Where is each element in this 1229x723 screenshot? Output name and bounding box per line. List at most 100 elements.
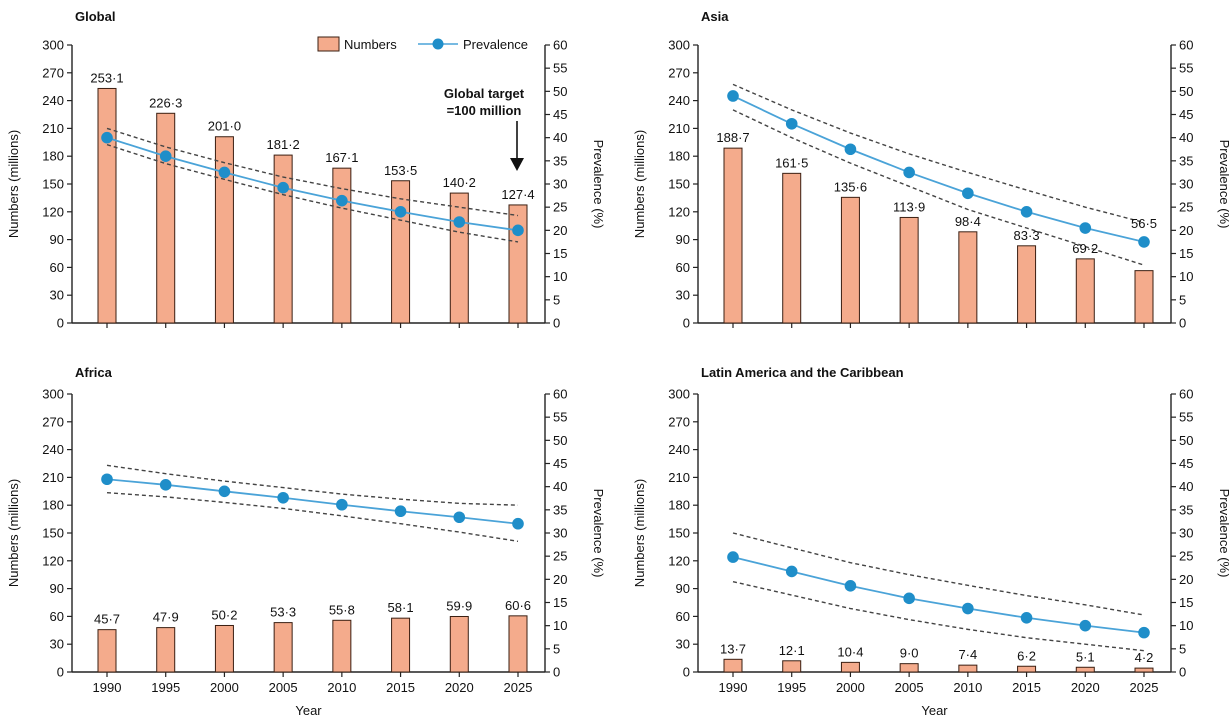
y2-tick-label: 55 (553, 410, 567, 425)
prevalence-point (512, 224, 524, 237)
y-tick-label: 210 (668, 470, 690, 485)
y2-tick-label: 50 (553, 433, 567, 448)
y-tick-label: 270 (668, 414, 690, 429)
bar-value-label: 226·3 (149, 95, 182, 110)
y2-tick-label: 30 (553, 177, 567, 192)
y2-tick-label: 45 (1179, 456, 1193, 471)
y2-tick-label: 40 (553, 479, 567, 494)
prevalence-point (962, 187, 974, 200)
y2-tick-label: 45 (1179, 107, 1193, 122)
legend-numbers-label: Numbers (344, 37, 397, 52)
y2-tick-label: 55 (1179, 61, 1193, 76)
y2-tick-label: 60 (1179, 387, 1193, 402)
bar (1134, 667, 1154, 673)
y-tick-label: 240 (42, 93, 64, 108)
bar (1134, 270, 1154, 324)
prevalence-point (1079, 222, 1092, 234)
bar-value-label: 253·1 (90, 70, 123, 85)
prevalence-point (903, 592, 915, 605)
y-tick-label: 0 (683, 665, 690, 680)
y2-axis-title: Prevalence (%) (591, 140, 606, 229)
bar-value-label: 47·9 (153, 610, 179, 625)
ci-lower-line (106, 491, 519, 543)
prevalence-point (903, 166, 915, 179)
y2-tick-label: 20 (553, 223, 567, 238)
bar (782, 660, 802, 673)
x-tick-label: 2015 (386, 680, 415, 695)
ci-lower-line (732, 580, 1145, 652)
bar-value-label: 53·3 (270, 605, 296, 620)
y2-tick-label: 30 (553, 526, 567, 541)
bar (723, 658, 743, 673)
y-axis-title: Numbers (millions) (6, 479, 21, 587)
x-tick-label: 2020 (445, 680, 474, 695)
y-tick-label: 300 (668, 38, 690, 53)
bar-value-label: 9·0 (900, 646, 919, 661)
bar (958, 664, 978, 673)
bar-value-label: 7·4 (958, 647, 977, 662)
y-tick-label: 30 (50, 288, 64, 303)
prevalence-line (106, 136, 519, 232)
y2-tick-label: 5 (1179, 292, 1186, 307)
x-tick-label: 1990 (719, 680, 748, 695)
x-tick-label: 2010 (327, 680, 356, 695)
bar-value-label: 50·2 (211, 607, 237, 622)
bar-value-label: 12·1 (779, 643, 805, 658)
legend: Numbers Prevalence (317, 36, 528, 52)
y-tick-label: 150 (668, 526, 690, 541)
y2-tick-label: 5 (553, 292, 560, 307)
y-tick-label: 210 (42, 121, 64, 136)
bar-value-label: 127·4 (501, 187, 534, 202)
x-tick-label: 2000 (836, 680, 865, 695)
y-tick-label: 120 (42, 553, 64, 568)
prevalence-point (218, 166, 231, 179)
bar (273, 154, 293, 324)
y-tick-label: 270 (42, 65, 64, 80)
bar (97, 87, 117, 324)
y-tick-label: 30 (676, 637, 690, 652)
y2-axis-title: Prevalence (%) (591, 489, 606, 578)
prevalence-point (962, 602, 974, 615)
bar (156, 627, 176, 673)
y-tick-label: 180 (42, 149, 64, 164)
x-tick-label: 2025 (1130, 680, 1159, 695)
annotation-arrow-head (510, 158, 524, 171)
y2-tick-label: 25 (1179, 549, 1193, 564)
y-tick-label: 120 (668, 204, 690, 219)
y2-axis-title: Prevalence (%) (1217, 489, 1229, 578)
bar-value-label: 4·2 (1135, 650, 1154, 665)
y2-tick-label: 40 (1179, 479, 1193, 494)
annotation-line-1: Global target (444, 86, 525, 101)
y2-tick-label: 15 (553, 595, 567, 610)
bar (899, 663, 919, 673)
ci-upper-line (106, 464, 519, 506)
y-tick-label: 120 (42, 204, 64, 219)
bar-value-label: 140·2 (443, 175, 476, 190)
annotation-line-2: =100 million (447, 103, 522, 118)
ci-upper-line (106, 127, 519, 217)
prevalence-line (732, 95, 1145, 243)
y2-tick-label: 20 (1179, 223, 1193, 238)
bar (840, 196, 860, 324)
y-tick-label: 60 (50, 609, 64, 624)
ci-lower-line (106, 143, 519, 243)
y2-tick-label: 50 (553, 84, 567, 99)
y-tick-label: 150 (668, 177, 690, 192)
bar-value-label: 181·2 (267, 137, 300, 152)
bar (958, 231, 978, 324)
y-tick-label: 270 (42, 414, 64, 429)
prevalence-point (785, 117, 798, 130)
bar-value-label: 201·0 (208, 119, 241, 134)
bar (1017, 665, 1037, 673)
y2-tick-label: 55 (1179, 410, 1193, 425)
bar-value-label: 58·1 (388, 600, 414, 615)
y-tick-label: 60 (676, 260, 690, 275)
prevalence-point (727, 90, 739, 102)
y2-tick-label: 0 (1179, 316, 1186, 331)
bar-value-label: 13·7 (720, 641, 746, 656)
bar (97, 629, 117, 673)
y-tick-label: 90 (676, 581, 690, 596)
bar-value-label: 161·5 (775, 155, 808, 170)
ci-upper-line (732, 532, 1145, 616)
